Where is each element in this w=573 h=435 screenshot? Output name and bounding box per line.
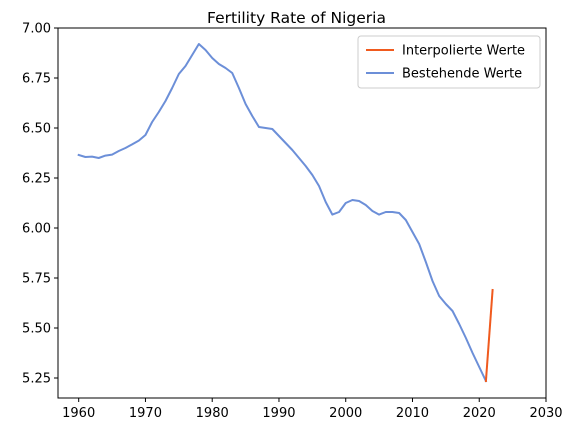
y-tick-label-6-75: 6.75 bbox=[22, 72, 51, 87]
series-line-bestehende-werte bbox=[77, 43, 488, 383]
series-layer bbox=[77, 43, 494, 383]
x-axis: 1960 1970 1980 1990 2000 2010 2020 2030 bbox=[62, 398, 563, 421]
plot-frame bbox=[57, 27, 547, 399]
x-tick-label-1990: 1990 bbox=[262, 406, 295, 421]
y-tick-label-6-25: 6.25 bbox=[22, 172, 51, 187]
series-line-interpolierte-werte bbox=[484, 288, 494, 383]
legend: Interpolierte Werte Bestehende Werte bbox=[357, 35, 541, 89]
legend-label-interpolierte-werte: Interpolierte Werte bbox=[402, 44, 525, 59]
chart-title: Fertility Rate of Nigeria bbox=[207, 9, 386, 27]
y-axis: 5.25 5.50 5.75 6.00 6.25 6.50 6.75 7.00 bbox=[22, 22, 58, 387]
y-tick-label-5-75: 5.75 bbox=[22, 272, 51, 287]
x-tick-label-2010: 2010 bbox=[396, 406, 429, 421]
legend-label-bestehende-werte: Bestehende Werte bbox=[402, 67, 522, 82]
y-tick-label-7-00: 7.00 bbox=[22, 22, 51, 37]
y-tick-label-5-25: 5.25 bbox=[22, 372, 51, 387]
y-tick-label-6-00: 6.00 bbox=[22, 222, 51, 237]
x-tick-label-1980: 1980 bbox=[196, 406, 229, 421]
x-tick-label-1970: 1970 bbox=[129, 406, 162, 421]
legend-box bbox=[357, 35, 541, 89]
x-tick-label-2020: 2020 bbox=[463, 406, 496, 421]
y-tick-label-6-50: 6.50 bbox=[22, 122, 51, 137]
y-tick-label-5-50: 5.50 bbox=[22, 322, 51, 337]
x-tick-label-2030: 2030 bbox=[529, 406, 562, 421]
x-tick-label-2000: 2000 bbox=[329, 406, 362, 421]
x-tick-label-1960: 1960 bbox=[62, 406, 95, 421]
